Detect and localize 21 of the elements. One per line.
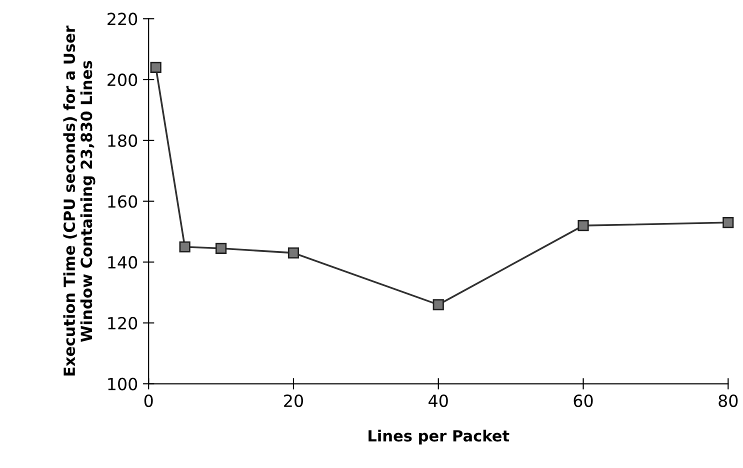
point <box>179 241 190 252</box>
x-tick-label: 20 <box>284 394 303 408</box>
point <box>288 247 300 259</box>
y-tick-label: 140 <box>108 256 138 269</box>
y-tick-label: 100 <box>108 378 138 390</box>
y-tick-label: 220 <box>108 12 138 26</box>
x-tick-label: 0 <box>144 394 153 408</box>
y-tick-label: 160 <box>108 195 138 208</box>
x-axis-title: Lines per Packet <box>368 430 510 445</box>
x-tick-label: 40 <box>428 394 448 408</box>
point <box>722 216 734 228</box>
y-tick-label: 200 <box>108 74 138 86</box>
x-tick-label: 60 <box>574 394 593 408</box>
y-tick-label: 120 <box>108 316 138 330</box>
point <box>432 299 444 310</box>
point <box>150 62 162 73</box>
y-axis-title: Execution Time (CPU seconds) for a User Window Containing 23,830 Lines <box>63 26 96 376</box>
x-tick-label: 80 <box>718 394 738 408</box>
point <box>215 242 227 254</box>
y-tick-label: 180 <box>108 134 138 147</box>
point <box>578 220 589 232</box>
